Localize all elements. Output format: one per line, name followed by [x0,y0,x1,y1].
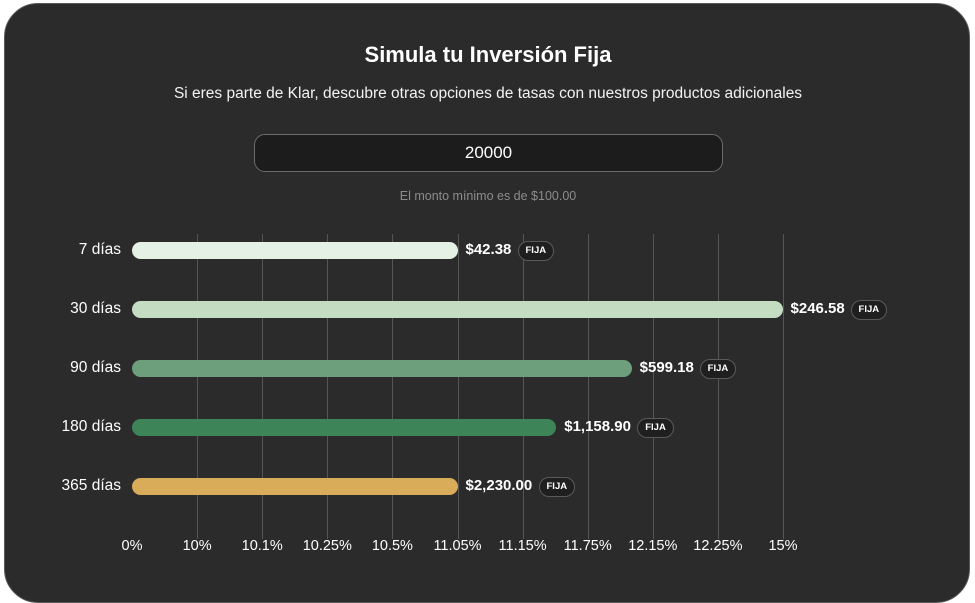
fija-badge: FIJA [637,418,674,438]
term-bar [132,478,458,495]
term-label: 180 días [61,418,121,435]
x-tick-label: 10.25% [302,538,352,554]
x-tick-label: 0% [121,538,143,554]
grid-line [522,234,524,539]
term-bar [132,301,783,318]
fija-badge: FIJA [850,300,888,320]
term-label: 30 días [70,300,121,317]
return-value-label: $246.58 [790,300,845,317]
grid-line [392,234,394,539]
return-value-label: $2,230.00 [465,477,533,494]
x-tick-label: 11.05% [433,538,482,554]
return-value-label: $42.38 [465,241,512,258]
fija-badge: FIJA [538,477,576,497]
grid-line [717,234,719,539]
x-tick-label: 10.1% [241,538,283,554]
return-value-label: $1,158.90 [564,418,631,435]
simulator-subtitle: Si eres parte de Klar, descubre otras op… [173,85,803,102]
grid-line [652,234,654,539]
minimum-amount-hint: El monto mínimo es de $100.00 [399,189,577,203]
term-bar [132,242,458,259]
term-bar [132,360,632,377]
term-bar [132,419,557,436]
term-label: 90 días [70,359,121,376]
grid-line [327,234,329,539]
x-tick-label: 11.15% [498,538,547,554]
x-tick-label: 12.25% [693,538,743,554]
grid-line [783,234,784,539]
term-label: 365 días [61,477,121,494]
x-tick-label: 11.75% [563,538,612,554]
x-tick-label: 15% [768,538,798,554]
x-tick-label: 12.15% [628,538,678,554]
amount-input[interactable] [254,134,723,172]
fija-badge: FIJA [699,359,737,379]
x-tick-label: 10% [182,538,212,554]
return-value-label: $599.18 [639,359,694,376]
fija-badge: FIJA [517,241,555,261]
grid-line [457,234,459,539]
term-label: 7 días [78,241,121,258]
grid-line [262,234,264,539]
x-tick-label: 10.5% [371,538,413,554]
grid-line [197,234,199,539]
simulator-title: Simula tu Inversión Fija [364,42,612,67]
grid-line [587,234,589,539]
simulator-panel: Simula tu Inversión Fija Si eres parte d… [4,3,970,603]
